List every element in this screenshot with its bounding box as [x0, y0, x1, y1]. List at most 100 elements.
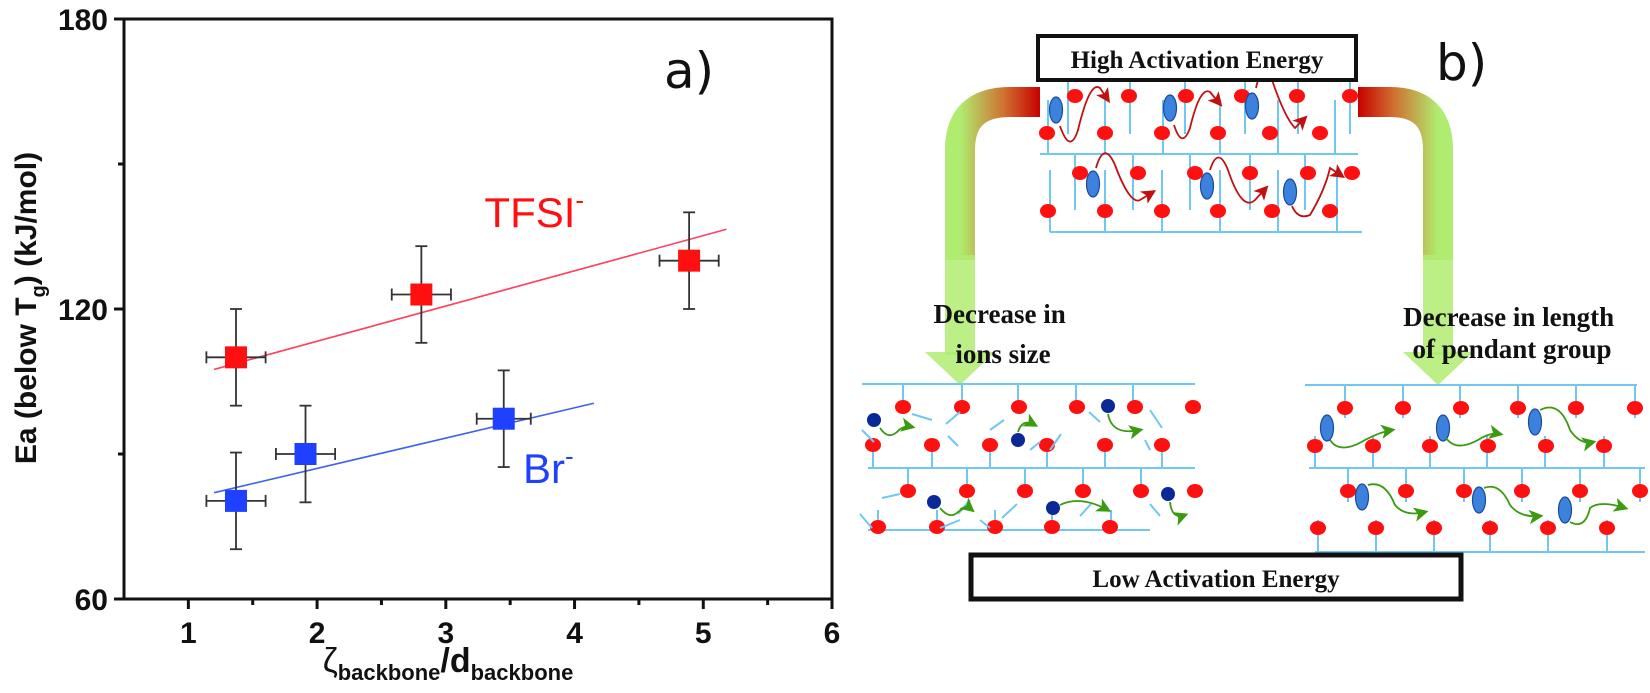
large-anion	[1162, 94, 1178, 122]
cation	[1072, 166, 1088, 180]
cation	[1342, 89, 1358, 103]
ion-size-scheme	[859, 383, 1203, 534]
cation	[1210, 126, 1226, 140]
cation	[895, 400, 911, 414]
cation	[959, 484, 975, 498]
cation	[1310, 521, 1326, 535]
x-tick-label: 2	[309, 617, 326, 650]
small-anion	[1101, 399, 1115, 413]
ion-hop-path	[1367, 483, 1429, 522]
cation	[1426, 521, 1442, 535]
cation	[1044, 520, 1060, 534]
pendant-stick	[1088, 411, 1101, 423]
tfsi-data-point	[410, 283, 433, 306]
cation	[1133, 484, 1149, 498]
pendant-stick	[859, 513, 873, 529]
pendant-stick	[989, 419, 1005, 431]
cation	[1130, 166, 1146, 180]
cation	[1568, 401, 1584, 415]
cation	[1121, 89, 1137, 103]
cation	[1322, 204, 1338, 218]
panel-b-label: b)	[1436, 34, 1487, 92]
pendant-stick	[861, 429, 875, 443]
ion-hop-path	[879, 417, 916, 437]
ion-hop-path	[1209, 156, 1269, 204]
cation	[1210, 204, 1226, 218]
series-labels: TFSI- Br-	[484, 185, 584, 492]
cation	[1040, 204, 1056, 218]
cation	[1039, 126, 1055, 140]
pendant-stick	[1001, 503, 1018, 519]
cation	[954, 400, 970, 414]
ion-hop-path	[939, 497, 975, 517]
cation	[1395, 401, 1411, 415]
tfsi-series-label: TFSI-	[484, 185, 584, 236]
cation	[1540, 521, 1556, 535]
large-anion	[1199, 172, 1215, 200]
cation	[1453, 401, 1469, 415]
cation	[1514, 484, 1530, 498]
cation	[1075, 484, 1091, 498]
pendant-stick	[1144, 439, 1151, 451]
high-activation-energy-box: High Activation Energy	[1036, 34, 1358, 82]
large-anion	[1354, 483, 1370, 511]
cation	[1097, 126, 1113, 140]
error-bars	[205, 211, 720, 551]
cation	[1300, 166, 1316, 180]
small-anion	[1161, 487, 1175, 501]
x-tick-label: 3	[437, 617, 454, 650]
y-axis-title: Ea (below Tg) (kJ/mol)	[10, 152, 50, 464]
cation	[1262, 126, 1278, 140]
large-anion	[1085, 170, 1101, 198]
ion-hop-path	[1291, 164, 1345, 218]
ion-hop-path	[1095, 152, 1157, 204]
ion-hop-path	[1445, 424, 1504, 447]
small-anion	[867, 413, 881, 427]
ion-hop-path	[1539, 406, 1597, 452]
large-anion	[1435, 414, 1451, 442]
cation	[1456, 484, 1472, 498]
arrow-to-ion-size	[925, 87, 1040, 385]
cation	[1368, 521, 1384, 535]
pendant-length-label: Decrease in length of pendant group	[1403, 302, 1621, 364]
large-anion	[1471, 486, 1487, 514]
small-anion	[1011, 433, 1025, 447]
high-activation-energy-label: High Activation Energy	[1071, 47, 1324, 74]
cation	[1187, 484, 1203, 498]
cation	[1337, 401, 1353, 415]
x-axis-title: ζbackbone/dbackbone	[323, 642, 574, 685]
cation	[1289, 89, 1305, 103]
cation	[1067, 89, 1083, 103]
tfsi-data-point	[224, 346, 247, 369]
arrow-to-pendant-length	[1358, 87, 1473, 385]
x-axis-ticks: 1 2 3 4 5 6	[180, 599, 840, 650]
cation	[1538, 439, 1554, 453]
br-series-label: Br-	[523, 441, 574, 492]
cation	[1307, 439, 1323, 453]
cation	[900, 484, 916, 498]
br-data-point	[294, 443, 317, 465]
x-tick-label: 5	[695, 617, 712, 650]
pendant-stick	[945, 411, 961, 425]
ion-hop-path	[1169, 501, 1189, 526]
large-anion	[1527, 408, 1543, 436]
y-axis-ticks: 60 120 180	[58, 4, 124, 617]
chart-panel-a: 1 2 3 4 5 6 60 120 180 TFSI- Br- Ea (below Tg) (…	[10, 4, 840, 685]
cation	[1069, 400, 1085, 414]
y-tick-label: 60	[75, 584, 108, 617]
ion-hop-path	[1173, 90, 1223, 140]
large-anion	[1319, 414, 1335, 442]
cation	[1187, 166, 1203, 180]
cation	[870, 520, 886, 534]
pendant-stick	[911, 413, 933, 421]
cation	[1627, 401, 1643, 415]
small-anion	[927, 495, 941, 509]
cation	[929, 520, 945, 534]
pendant-stick	[1029, 441, 1041, 451]
ion-hop-path	[1107, 413, 1144, 440]
y-tick-label: 120	[58, 294, 108, 327]
cation	[1154, 204, 1170, 218]
pendant-length-scheme	[1305, 384, 1648, 553]
data-points	[224, 249, 701, 512]
